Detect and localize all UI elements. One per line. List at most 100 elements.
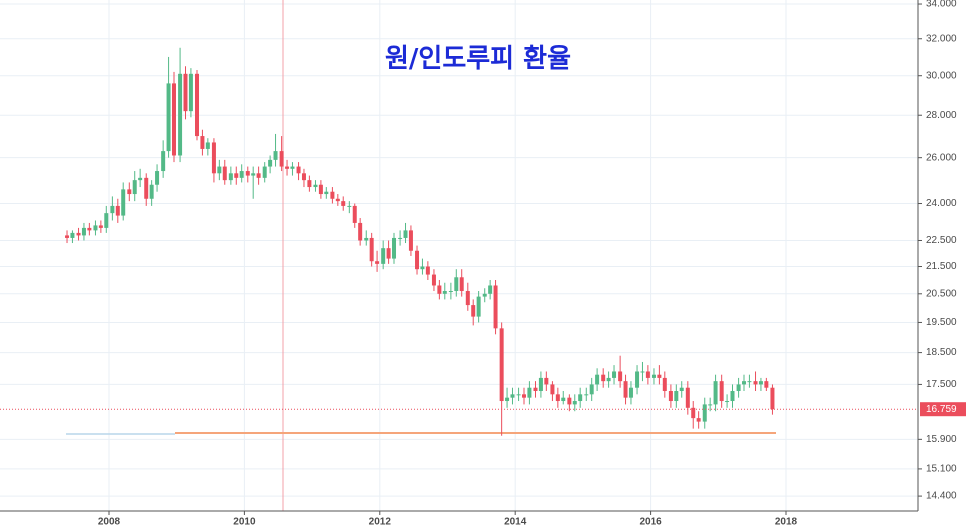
candle-body <box>702 404 707 422</box>
candle-body <box>403 230 408 238</box>
candle-body <box>753 381 758 385</box>
last-price-box <box>920 402 966 417</box>
candle-body <box>195 73 200 137</box>
candle-body <box>301 173 306 181</box>
candle-body <box>155 171 160 185</box>
x-tick-label: 2012 <box>369 517 392 528</box>
x-tick-label: 2008 <box>98 517 121 528</box>
candle-body <box>161 151 166 172</box>
candle-body <box>488 285 493 294</box>
candle-body <box>420 266 425 270</box>
candle-body <box>132 180 137 195</box>
candle-body <box>358 222 363 241</box>
y-tick-label: 21.500 <box>926 261 957 272</box>
candle-body <box>375 261 380 264</box>
candle-body <box>262 166 267 178</box>
candle-body <box>273 151 278 160</box>
candle-body <box>76 232 81 236</box>
candle-body <box>205 142 210 149</box>
y-tick-label: 30.000 <box>926 70 957 81</box>
candle-body <box>696 418 701 422</box>
last-price-label: 16.759 <box>926 404 957 415</box>
candle-body <box>493 285 498 329</box>
candle-body <box>166 83 171 152</box>
y-tick-label: 15.100 <box>926 464 957 475</box>
candle-body <box>589 384 594 395</box>
candle-body <box>454 277 459 292</box>
candle-body <box>127 189 132 195</box>
candle-body <box>725 401 730 403</box>
candle-body <box>324 191 329 195</box>
candle-body <box>612 371 617 378</box>
candle-body <box>516 394 521 396</box>
candle-body <box>764 381 769 388</box>
x-tick-label: 2014 <box>504 517 527 528</box>
candle-body <box>381 248 386 264</box>
candle-body <box>476 296 481 317</box>
candle-body <box>567 397 572 405</box>
candle-body <box>239 171 244 178</box>
y-tick-label: 19.500 <box>926 317 957 328</box>
candle-body <box>70 232 75 238</box>
x-tick-label: 2010 <box>233 517 256 528</box>
candle-body <box>98 225 103 228</box>
candle-body <box>770 387 775 410</box>
candle-body <box>87 227 92 231</box>
candle-body <box>256 173 261 178</box>
candle-body <box>104 213 109 228</box>
candle-body <box>234 173 239 178</box>
candle-body <box>431 274 436 286</box>
y-tick-label: 32.000 <box>926 33 957 44</box>
candle-body <box>742 381 747 385</box>
candle-body <box>364 237 369 241</box>
chart-title: 원/인도루피 환율 <box>385 44 571 74</box>
candle-body <box>285 166 290 169</box>
candle-body <box>415 250 420 270</box>
candle-body <box>211 142 216 174</box>
candle-body <box>674 391 679 402</box>
candle-body <box>555 394 560 402</box>
candle-body <box>713 381 718 405</box>
candle-body <box>482 293 487 297</box>
candle-body <box>341 201 346 206</box>
y-tick-label: 22.500 <box>926 235 957 246</box>
candle-body <box>521 394 526 398</box>
candle-body <box>628 387 633 398</box>
candle-body <box>115 205 120 216</box>
candle-body <box>144 177 149 199</box>
y-tick-label: 14.400 <box>926 491 957 502</box>
candle-body <box>736 384 741 392</box>
candle-body <box>369 237 374 262</box>
candle-body <box>296 166 301 174</box>
candle-body <box>386 248 391 259</box>
candle-body <box>595 374 600 385</box>
candle-body <box>527 387 532 398</box>
candle-body <box>392 237 397 259</box>
candle-body <box>425 266 430 275</box>
candle-body <box>138 177 143 181</box>
candle-body <box>290 166 295 169</box>
candle-body <box>347 205 352 207</box>
candle-body <box>93 225 98 231</box>
candle-body <box>465 291 470 306</box>
y-tick-label: 26.000 <box>926 152 957 163</box>
x-tick-label: 2016 <box>639 517 662 528</box>
candle-body <box>657 374 662 378</box>
candle-body <box>398 237 403 239</box>
candle-body <box>121 189 126 216</box>
y-tick-label: 20.500 <box>926 288 957 299</box>
candle-body <box>318 184 323 195</box>
candle-body <box>200 136 205 149</box>
candle-body <box>645 371 650 378</box>
y-tick-label: 18.500 <box>926 347 957 358</box>
candle-body <box>640 371 645 373</box>
candle-body <box>251 173 256 176</box>
candle-body <box>352 205 357 223</box>
candle-body <box>268 159 273 167</box>
candle-body <box>335 198 340 202</box>
candle-body <box>149 184 154 199</box>
candle-body <box>601 374 606 382</box>
x-tick-label: 2018 <box>775 517 798 528</box>
candle-body <box>584 394 589 396</box>
candle-body <box>171 83 176 156</box>
